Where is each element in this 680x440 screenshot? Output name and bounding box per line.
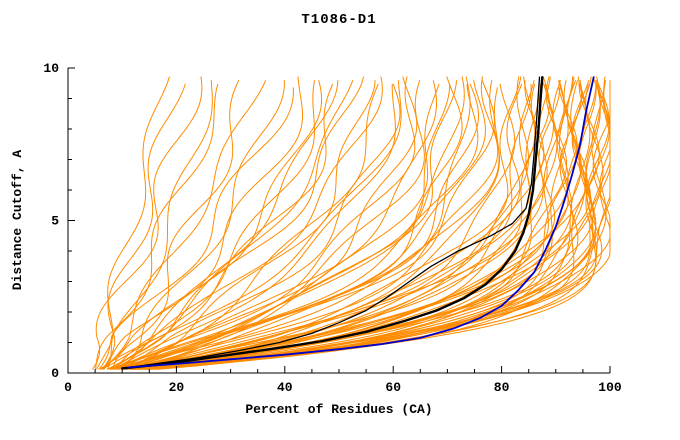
x-tick-label: 20 — [169, 380, 185, 395]
y-tick-label: 0 — [51, 366, 59, 381]
y-tick-label: 10 — [43, 61, 59, 76]
y-axis-label: Distance Cutoff, A — [10, 149, 25, 291]
x-tick-label: 0 — [64, 380, 72, 395]
y-tick-label: 5 — [51, 214, 59, 229]
x-tick-label: 80 — [494, 380, 510, 395]
chart-title: T1086-D1 — [301, 12, 377, 28]
x-tick-label: 100 — [598, 380, 622, 395]
x-axis-label: Percent of Residues (CA) — [245, 402, 433, 417]
x-tick-label: 40 — [277, 380, 293, 395]
x-tick-label: 60 — [385, 380, 401, 395]
